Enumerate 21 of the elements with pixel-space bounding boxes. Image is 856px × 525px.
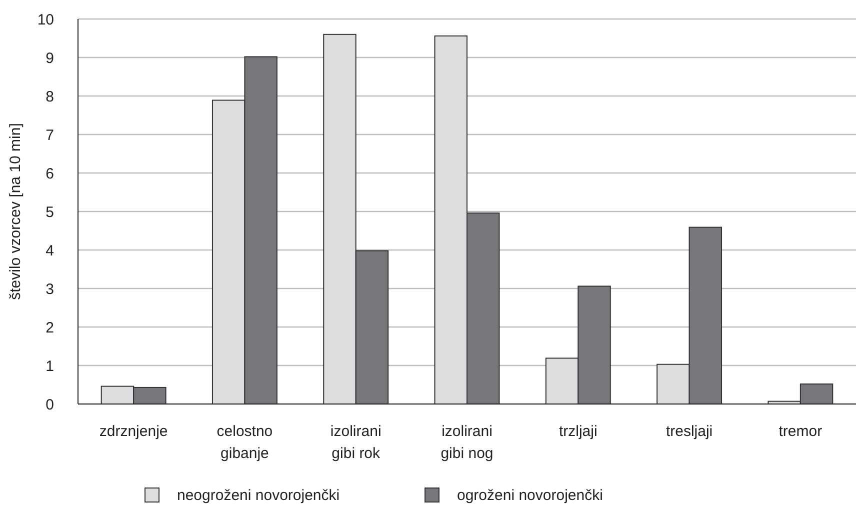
x-tick-label: zdrznjenje — [99, 423, 168, 440]
y-axis-title: število vzorcev [na 10 min] — [7, 123, 24, 300]
legend-label: neogroženi novorojenčki — [177, 487, 340, 504]
y-tick-label: 5 — [46, 204, 54, 221]
x-tick-label: tremor — [778, 423, 822, 440]
y-tick-label: 7 — [46, 126, 54, 144]
legend-label: ogroženi novorojenčki — [457, 487, 603, 504]
x-tick-label: izolirani gibi rok — [330, 423, 382, 462]
y-tick-label: 2 — [46, 319, 54, 336]
x-tick-label: tresljaji — [666, 423, 713, 440]
y-tick-label: 9 — [46, 50, 54, 67]
y-tick-label: 1 — [46, 358, 54, 375]
x-tick-label: celostno gibanje — [216, 423, 273, 462]
y-tick-label: 0 — [46, 396, 54, 414]
y-tick-label: 6 — [46, 165, 54, 182]
x-tick-label: izolirani gibi nog — [440, 423, 494, 462]
y-tick-label: 3 — [46, 280, 54, 298]
y-tick-label: 10 — [37, 11, 54, 28]
y-tick-label: 4 — [46, 242, 54, 260]
x-tick-label: trzljaji — [558, 423, 598, 440]
y-tick-label: 8 — [46, 88, 54, 106]
